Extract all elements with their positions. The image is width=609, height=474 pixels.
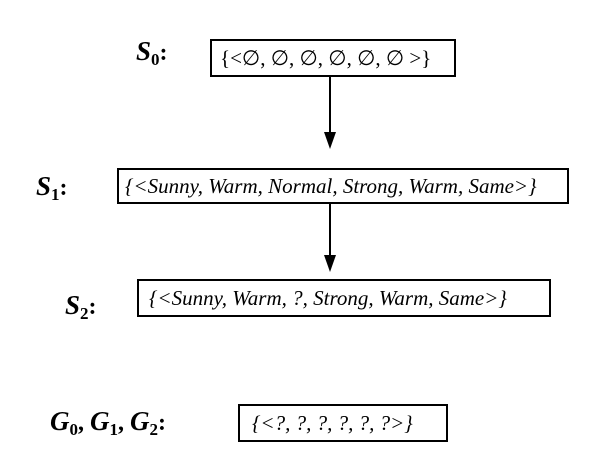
g-value: {<?, ?, ?, ?, ?, ?>}: [252, 410, 413, 435]
s2-subscript: 2: [80, 304, 89, 323]
s0-label: S0:: [136, 36, 168, 69]
s2-symbol: S: [65, 290, 81, 320]
arrow-s1-s2-head: [324, 255, 336, 272]
g0-subscript: 0: [69, 420, 79, 439]
arrow-s1-s2-line: [329, 204, 331, 256]
s2-box: {<Sunny, Warm, ?, Strong, Warm, Same>}: [137, 279, 551, 317]
s1-value: {<Sunny, Warm, Normal, Strong, Warm, Sam…: [125, 173, 537, 198]
arrow-s0-s1-line: [329, 77, 331, 133]
g2-subscript: 2: [149, 420, 159, 439]
g-label: G0, G1, G2:: [50, 406, 166, 439]
arrow-s0-s1-head: [324, 132, 336, 149]
s1-label: S1:: [36, 171, 68, 204]
s0-value: {<∅, ∅, ∅, ∅, ∅, ∅ >}: [220, 45, 432, 70]
g-box: {<?, ?, ?, ?, ?, ?>}: [238, 404, 448, 442]
g1-symbol: G: [90, 406, 110, 436]
s1-box: {<Sunny, Warm, Normal, Strong, Warm, Sam…: [117, 168, 569, 204]
s2-value: {<Sunny, Warm, ?, Strong, Warm, Same>}: [149, 285, 507, 310]
s1-subscript: 1: [51, 185, 60, 204]
g0-symbol: G: [50, 406, 70, 436]
s0-box: {<∅, ∅, ∅, ∅, ∅, ∅ >}: [210, 39, 456, 77]
s2-label: S2:: [65, 290, 97, 323]
s0-subscript: 0: [151, 50, 160, 69]
g2-symbol: G: [130, 406, 150, 436]
g1-subscript: 1: [109, 420, 119, 439]
s1-symbol: S: [36, 171, 52, 201]
s0-symbol: S: [136, 36, 152, 66]
